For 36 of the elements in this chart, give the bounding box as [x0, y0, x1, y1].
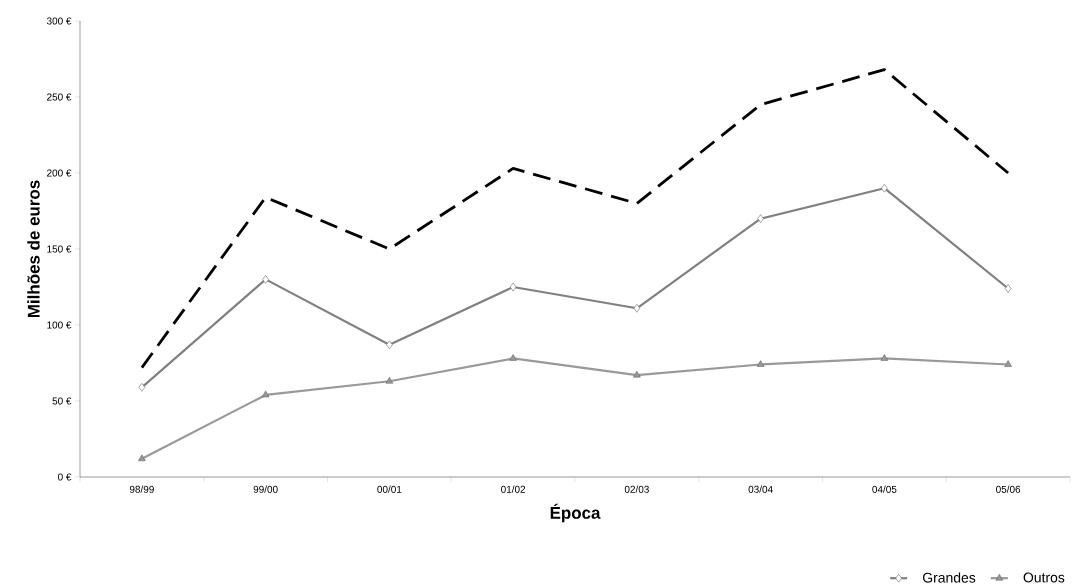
point [509, 282, 517, 292]
point [385, 376, 394, 384]
point [756, 360, 765, 367]
x-tick-label: 99/00 [253, 485, 278, 493]
y-tick-label: 100 € [47, 321, 72, 329]
point [261, 390, 270, 398]
x-tick-label: 03/04 [748, 485, 773, 493]
point [138, 383, 146, 392]
y-tick-label: 50 € [52, 397, 72, 405]
point [1004, 360, 1012, 367]
legend-label: Grandes [922, 572, 976, 583]
point [1004, 284, 1012, 293]
x-tick-label: 05/06 [996, 485, 1021, 493]
y-tick-label: 300 € [46, 17, 72, 25]
point [386, 340, 393, 350]
y-tick-label: 150 € [47, 245, 72, 253]
point [880, 354, 889, 361]
point [881, 183, 888, 193]
y-tick-label: 0 € [58, 473, 72, 481]
y-axis-title: Milhões de euros [27, 180, 40, 318]
point [633, 370, 641, 378]
legend-label: Outros [1023, 572, 1065, 583]
y-tick-label: 250 € [47, 93, 72, 101]
point [262, 275, 269, 284]
point [138, 454, 146, 462]
x-tick-label: 98/99 [129, 485, 154, 493]
x-tick-label: 02/03 [624, 485, 649, 493]
x-tick-label: 04/05 [872, 485, 897, 493]
x-axis-title: Época [550, 503, 601, 523]
y-tick-label: 200 € [47, 169, 72, 177]
point [757, 214, 764, 223]
point [509, 354, 517, 361]
x-tick-label: 01/02 [501, 485, 526, 493]
point [633, 304, 641, 313]
x-tick-label: 00/01 [377, 485, 402, 493]
line-series [140, 68, 1010, 369]
